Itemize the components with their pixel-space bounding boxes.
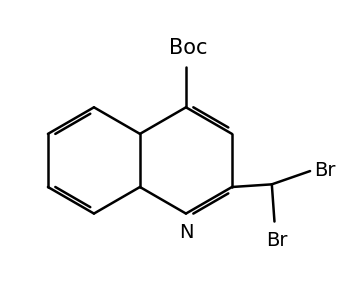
Text: Br: Br — [266, 231, 288, 250]
Text: Boc: Boc — [169, 38, 208, 58]
Text: Br: Br — [314, 160, 336, 179]
Text: N: N — [179, 223, 193, 242]
